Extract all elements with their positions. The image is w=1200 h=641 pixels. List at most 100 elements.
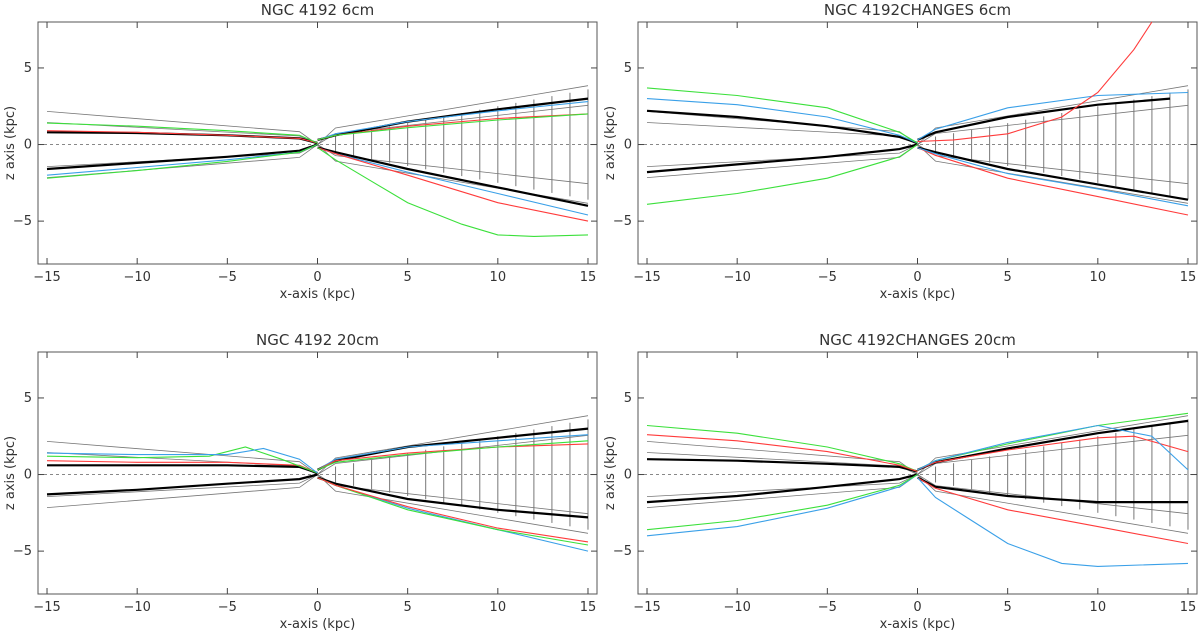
x-tick-label: −5 xyxy=(818,600,837,615)
series-line-mean-lower-left xyxy=(646,473,918,504)
series-line-blue-lower-left xyxy=(646,474,918,537)
series-line-red-lower-right xyxy=(917,477,1189,545)
series-line-green-upper-right xyxy=(317,113,589,141)
y-axis-label: z axis (kpc) xyxy=(603,106,618,180)
x-tick-label: 15 xyxy=(580,270,597,285)
series-line-green-upper-right xyxy=(317,440,589,471)
series-line-mean-lower-right xyxy=(917,146,1189,201)
chart-panel-4: −15 −10 −5 0 5 10 15 −5 0 5 NGC 4192CHANGES 20cm x-… xyxy=(603,331,1198,632)
x-axis-label: x-axis (kpc) xyxy=(880,617,956,632)
envelope-line xyxy=(46,85,589,146)
series-line-green-upper-left xyxy=(46,122,318,144)
y-tick-label: −5 xyxy=(13,544,32,559)
series-line-mean-upper-right xyxy=(917,97,1171,141)
envelope-line xyxy=(46,143,589,204)
y-tick-label: 0 xyxy=(624,138,632,153)
series-line-mean-upper-left xyxy=(646,458,918,473)
x-tick-label: 0 xyxy=(913,600,921,615)
series-line-green-lower-left xyxy=(646,474,918,531)
y-tick-label: −5 xyxy=(613,214,632,229)
series-line-mean-upper-left xyxy=(47,464,318,475)
series-line-mean-lower-right xyxy=(317,146,589,207)
series-line-red-lower-right xyxy=(317,147,589,222)
y-axis-label: z axis (kpc) xyxy=(603,436,618,510)
envelope-line xyxy=(46,474,589,515)
series-line-red-upper-right xyxy=(317,443,589,471)
y-tick-label: −5 xyxy=(613,544,632,559)
series-line-green-lower-left xyxy=(46,143,318,179)
y-axis-label: z axis (kpc) xyxy=(3,436,18,510)
chart-panel-3: −15 −10 −5 0 5 10 15 −5 0 5 NGC 4192 20cm x-axis (k… xyxy=(3,331,598,632)
envelope-line xyxy=(646,473,1189,534)
x-tick-label: 5 xyxy=(404,600,412,615)
series-line-mean-upper-left xyxy=(646,109,918,145)
series-line-blue-upper-right xyxy=(917,424,1189,471)
x-tick-label: 5 xyxy=(1004,270,1012,285)
y-tick-label: 0 xyxy=(24,468,32,483)
y-tick-label: 0 xyxy=(24,138,32,153)
x-tick-label: −10 xyxy=(723,270,750,285)
series-line-red-upper-right xyxy=(317,113,589,141)
series-line-red-upper-left xyxy=(46,130,318,144)
x-tick-label: −10 xyxy=(123,600,150,615)
series-line-mean-upper-right xyxy=(317,97,589,141)
chart-title: NGC 4192 20cm xyxy=(256,331,379,349)
series-line-mean-lower-right xyxy=(317,476,589,519)
envelope-line xyxy=(646,434,1189,475)
series-line-green-upper-left xyxy=(646,424,918,473)
chart-title: NGC 4192 6cm xyxy=(261,1,374,19)
envelope-line xyxy=(46,473,589,534)
series-line-blue-upper-right xyxy=(917,91,1189,141)
x-tick-label: −5 xyxy=(818,270,837,285)
y-tick-label: −5 xyxy=(13,214,32,229)
series-line-green-lower-left xyxy=(646,144,918,205)
series-line-blue-lower-right xyxy=(917,147,1189,207)
series-line-blue-upper-right xyxy=(317,434,589,471)
x-tick-label: 5 xyxy=(404,270,412,285)
chart-panel-2: −15 −10 −5 0 5 10 15 −5 0 5 NGC 4192CHANGES 6cm x-a… xyxy=(603,1,1198,302)
x-axis-label: x-axis (kpc) xyxy=(280,287,356,302)
x-tick-label: 10 xyxy=(490,600,507,615)
y-tick-label: 5 xyxy=(624,61,632,76)
x-tick-label: −15 xyxy=(33,600,60,615)
x-tick-label: −15 xyxy=(633,600,660,615)
x-tick-label: 10 xyxy=(1090,270,1107,285)
y-axis-label: z axis (kpc) xyxy=(3,106,18,180)
x-tick-label: 0 xyxy=(313,270,321,285)
series-line-mean-upper-right xyxy=(917,419,1189,471)
chart-title: NGC 4192CHANGES 20cm xyxy=(819,331,1016,349)
chart-title: NGC 4192CHANGES 6cm xyxy=(824,1,1011,19)
y-tick-label: 5 xyxy=(24,61,32,76)
y-tick-label: 5 xyxy=(624,391,632,406)
envelope-line xyxy=(646,104,1189,145)
series-line-green-lower-right xyxy=(317,147,589,237)
x-axis-label: x-axis (kpc) xyxy=(880,287,956,302)
series-line-mean-lower-left xyxy=(46,473,318,496)
series-line-green-upper-left xyxy=(646,87,918,144)
series-line-mean-lower-left xyxy=(46,143,318,171)
chart-panel-1: −15 −10 −5 0 5 10 15 −5 0 5 NGC 4192 6cm x-axis (kp… xyxy=(3,1,598,302)
y-tick-label: 5 xyxy=(24,391,32,406)
series-line-mean-lower-right xyxy=(916,476,1188,504)
series-line-blue-upper-left xyxy=(46,447,318,474)
x-tick-label: −10 xyxy=(123,270,150,285)
series-line-blue-lower-right xyxy=(917,477,1189,567)
series-line-red-upper-left xyxy=(646,434,918,473)
plot-frame xyxy=(637,351,1198,595)
series-line-blue-upper-right xyxy=(317,101,589,141)
series-line-green-upper-left xyxy=(46,446,318,474)
series-line-red-upper-right xyxy=(917,435,1189,471)
x-tick-label: −15 xyxy=(33,270,60,285)
series-line-blue-upper-left xyxy=(646,98,918,144)
x-tick-label: 0 xyxy=(913,270,921,285)
x-tick-label: −15 xyxy=(633,270,660,285)
series-line-red-upper-right xyxy=(917,21,1153,143)
y-tick-label: 0 xyxy=(624,468,632,483)
series-line-mean-lower-left xyxy=(646,143,918,174)
x-axis-label: x-axis (kpc) xyxy=(280,617,356,632)
x-tick-label: 15 xyxy=(580,600,597,615)
x-tick-label: 10 xyxy=(1090,600,1107,615)
x-tick-label: 15 xyxy=(1180,600,1197,615)
series-line-red-lower-right xyxy=(317,477,589,543)
